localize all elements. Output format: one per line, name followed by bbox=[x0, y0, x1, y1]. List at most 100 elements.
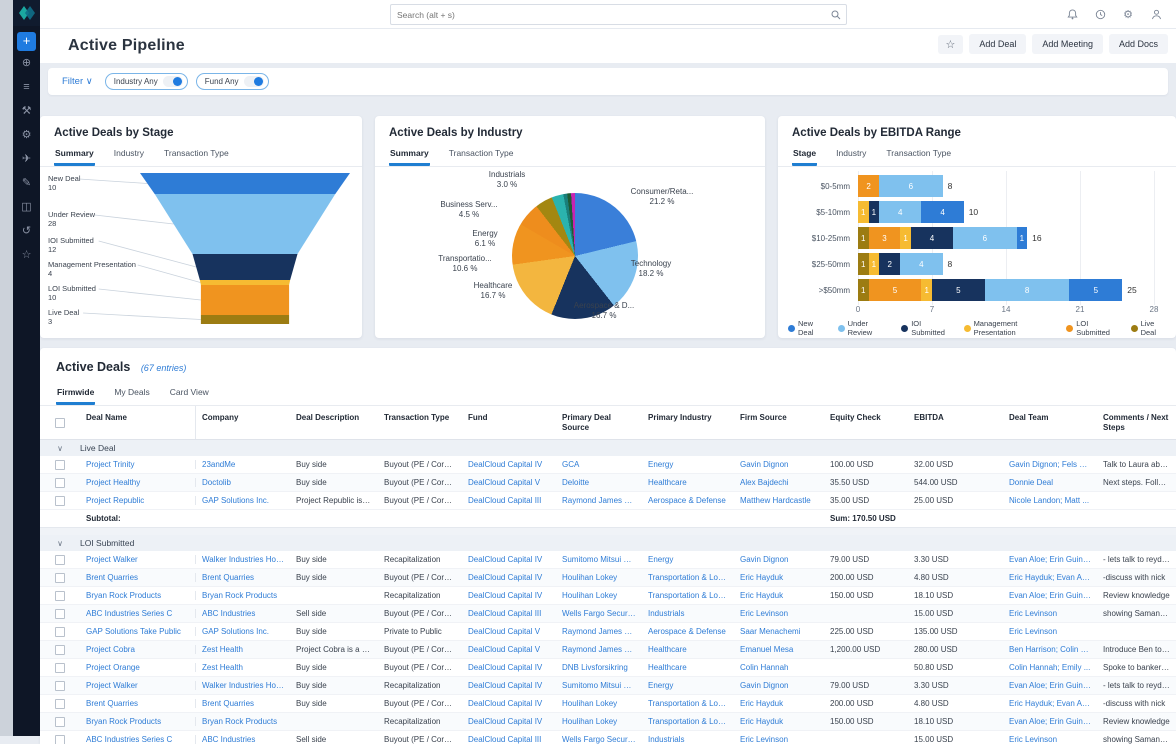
cell-fund[interactable]: DealCloud Capital IV bbox=[468, 717, 543, 727]
filter-dropdown[interactable]: Filter ∨ bbox=[62, 76, 93, 87]
user-icon[interactable] bbox=[1150, 8, 1162, 20]
cell-deal-name[interactable]: Project Cobra bbox=[80, 645, 196, 655]
badge-icon[interactable]: ☆ bbox=[21, 249, 32, 261]
row-checkbox[interactable] bbox=[55, 554, 65, 565]
cell-company[interactable]: Walker Industries Hol... bbox=[202, 555, 285, 565]
cell-deal-team[interactable]: Nicole Landon; Matt ... bbox=[1009, 496, 1090, 506]
bar-segment-ioi-submitted[interactable]: 1 bbox=[868, 201, 880, 223]
cell-fund[interactable]: DealCloud Capital III bbox=[468, 496, 542, 506]
cell-firm-source[interactable]: Eric Hayduk bbox=[740, 699, 784, 709]
row-checkbox[interactable] bbox=[55, 662, 65, 673]
row-checkbox[interactable] bbox=[55, 716, 65, 727]
cell-firm-source[interactable]: Saar Menachemi bbox=[740, 627, 801, 637]
cell-primary-industry[interactable]: Healthcare bbox=[648, 478, 687, 488]
bar-segment-under-review[interactable]: 6 bbox=[953, 227, 1017, 249]
cell-company[interactable]: Brent Quarries bbox=[202, 699, 255, 709]
cell-deal-team[interactable]: Colin Hannah; Emily ... bbox=[1009, 663, 1091, 673]
row-checkbox[interactable] bbox=[55, 680, 65, 691]
add-new-button[interactable]: + bbox=[17, 32, 36, 51]
tab-my-deals[interactable]: My Deals bbox=[114, 387, 150, 397]
cell-primary-industry[interactable]: Aerospace & Defense bbox=[648, 496, 726, 506]
cell-deal-team[interactable]: Eric Hayduk; Evan Alo... bbox=[1009, 573, 1095, 583]
history-icon[interactable]: ↺ bbox=[21, 225, 32, 237]
column-header-deal-description[interactable]: Deal Description bbox=[296, 413, 360, 422]
table-row[interactable]: ABC Industries Series C ABC Industries Sel… bbox=[40, 605, 1176, 624]
cell-fund[interactable]: DealCloud Capital IV bbox=[468, 573, 543, 583]
bar-segment-new-deal[interactable]: 4 bbox=[921, 201, 964, 223]
cell-firm-source[interactable]: Alex Bajdechi bbox=[740, 478, 789, 488]
cell-fund[interactable]: DealCloud Capital IV bbox=[468, 460, 543, 470]
cell-primary-industry[interactable]: Transportation & Logi... bbox=[648, 699, 731, 709]
filter-chip-fund-any[interactable]: Fund Any bbox=[195, 73, 269, 90]
cell-company[interactable]: 23andMe bbox=[202, 460, 236, 470]
column-header-firm-source[interactable]: Firm Source bbox=[740, 413, 787, 422]
row-checkbox[interactable] bbox=[55, 590, 65, 601]
cell-primary-deal-source[interactable]: GCA bbox=[562, 460, 580, 470]
bar-segment-under-review[interactable]: 8 bbox=[984, 279, 1070, 301]
cell-primary-industry[interactable]: Transportation & Logi... bbox=[648, 591, 731, 601]
cell-company[interactable]: Bryan Rock Products bbox=[202, 717, 278, 727]
cell-primary-deal-source[interactable]: Sumitomo Mitsui Ban... bbox=[562, 555, 642, 565]
cell-fund[interactable]: DealCloud Capital IV bbox=[468, 555, 543, 565]
table-row[interactable]: Brent Quarries Brent Quarries Buy side Buyo… bbox=[40, 695, 1176, 714]
cell-primary-industry[interactable]: Transportation & Logi... bbox=[648, 717, 731, 727]
column-header-equity-check[interactable]: Equity Check bbox=[830, 413, 881, 422]
table-row[interactable]: Project Healthy Doctolib Buy side Buyout (P… bbox=[40, 474, 1176, 493]
column-header-primary-industry[interactable]: Primary Industry bbox=[648, 413, 712, 422]
bar-segment-management-presentation[interactable]: 1 bbox=[868, 253, 880, 275]
cell-firm-source[interactable]: Colin Hannah bbox=[740, 663, 789, 673]
cell-primary-deal-source[interactable]: Deloitte bbox=[562, 478, 590, 488]
table-row[interactable]: Project Republic GAP Solutions Inc. Projec… bbox=[40, 492, 1176, 511]
cell-deal-team[interactable]: Evan Aloe; Erin Guina... bbox=[1009, 555, 1094, 565]
cell-primary-deal-source[interactable]: Wells Fargo Securities bbox=[562, 735, 642, 744]
cell-deal-team[interactable]: Eric Levinson bbox=[1009, 735, 1058, 744]
tab-industry[interactable]: Industry bbox=[113, 148, 144, 158]
table-row[interactable]: Brent Quarries Brent Quarries Buy side Buyo… bbox=[40, 569, 1176, 588]
cell-fund[interactable]: DealCloud Capital IV bbox=[468, 699, 543, 709]
cell-deal-name[interactable]: Brent Quarries bbox=[80, 699, 196, 709]
tab-transaction-type[interactable]: Transaction Type bbox=[164, 148, 229, 158]
cell-deal-name[interactable]: Brent Quarries bbox=[80, 573, 196, 583]
tools-icon[interactable]: ⚒ bbox=[21, 105, 32, 117]
chevron-down-icon[interactable]: ∨ bbox=[57, 538, 63, 548]
tab-summary[interactable]: Summary bbox=[54, 145, 95, 166]
tab-transaction-type[interactable]: Transaction Type bbox=[886, 148, 952, 158]
tab-transaction-type[interactable]: Transaction Type bbox=[448, 148, 514, 158]
clock-icon[interactable] bbox=[1094, 8, 1106, 20]
bar-segment-new-deal[interactable]: 1 bbox=[1016, 227, 1028, 249]
pie-chart[interactable] bbox=[512, 193, 638, 319]
cell-deal-name[interactable]: Project Trinity bbox=[80, 460, 196, 470]
table-row[interactable]: Bryan Rock Products Bryan Rock Products Re… bbox=[40, 713, 1176, 732]
cell-deal-team[interactable]: Evan Aloe; Erin Guina... bbox=[1009, 717, 1094, 727]
cell-primary-deal-source[interactable]: Raymond James Fina... bbox=[562, 645, 642, 655]
funnel-segment-live-deal[interactable] bbox=[200, 315, 290, 324]
cell-company[interactable]: Zest Health bbox=[202, 645, 243, 655]
cell-deal-name[interactable]: GAP Solutions Take Public bbox=[80, 627, 196, 637]
group-header-loi-submitted[interactable]: ∨ LOI Submitted bbox=[40, 535, 1176, 552]
cell-firm-source[interactable]: Eric Hayduk bbox=[740, 717, 784, 727]
cell-deal-team[interactable]: Gavin Dignon; Fels St... bbox=[1009, 460, 1094, 470]
cell-primary-deal-source[interactable]: Houlihan Lokey bbox=[562, 699, 618, 709]
bar-segment-management-presentation[interactable]: 1 bbox=[900, 227, 911, 249]
cell-primary-deal-source[interactable]: Wells Fargo Securities bbox=[562, 609, 642, 619]
row-checkbox[interactable] bbox=[55, 477, 65, 488]
cell-deal-name[interactable]: Bryan Rock Products bbox=[80, 591, 196, 601]
select-all-checkbox[interactable] bbox=[55, 417, 65, 428]
tab-summary[interactable]: Summary bbox=[389, 145, 430, 166]
row-checkbox[interactable] bbox=[55, 734, 65, 744]
bar-segment-management-presentation[interactable]: 1 bbox=[921, 279, 932, 301]
bar-segment-live-deal[interactable]: 1 bbox=[858, 253, 869, 275]
funnel-segment-under-review[interactable] bbox=[154, 194, 336, 254]
table-row[interactable]: GAP Solutions Take Public GAP Solutions I… bbox=[40, 623, 1176, 642]
cell-deal-team[interactable]: Donnie Deal bbox=[1009, 478, 1054, 488]
search-input[interactable] bbox=[391, 9, 831, 20]
cell-deal-name[interactable]: Project Walker bbox=[80, 555, 196, 565]
cell-firm-source[interactable]: Gavin Dignon bbox=[740, 555, 789, 565]
add-docs-button[interactable]: Add Docs bbox=[1108, 34, 1168, 54]
table-row[interactable]: Project Orange Zest Health Buy side Buyout … bbox=[40, 659, 1176, 678]
cell-primary-deal-source[interactable]: Raymond James Fina... bbox=[562, 627, 642, 637]
add-meeting-button[interactable]: Add Meeting bbox=[1032, 34, 1103, 54]
tab-firmwide[interactable]: Firmwide bbox=[56, 384, 96, 405]
row-checkbox[interactable] bbox=[55, 698, 65, 709]
bar-segment-loi-submitted[interactable]: 2 bbox=[858, 175, 880, 197]
